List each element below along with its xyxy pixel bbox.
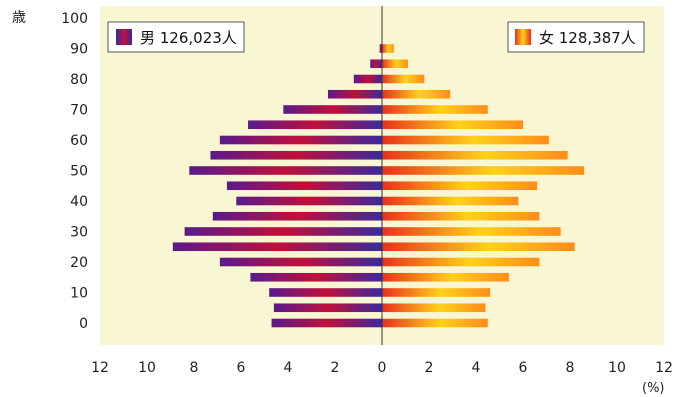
- bar-male-80-84: [353, 74, 382, 84]
- bar-female-50-54: [382, 166, 585, 175]
- bar-female-10-14: [382, 288, 491, 297]
- x-tick-label: 6: [519, 360, 528, 376]
- y-tick-label: 0: [79, 316, 88, 332]
- x-tick-label: 0: [378, 360, 387, 376]
- bar-female-60-64: [382, 135, 549, 145]
- legend-male-swatch: [116, 29, 132, 45]
- bar-female-85-89: [382, 59, 408, 69]
- x-tick-label: 6: [237, 360, 246, 376]
- bar-male-70-74: [283, 105, 382, 114]
- legend-male: 男 126,023人: [107, 21, 245, 53]
- x-tick-label: 8: [566, 360, 575, 376]
- bar-male-75-79: [327, 89, 382, 99]
- bar-female-30-34: [382, 227, 561, 236]
- x-tick-label: 10: [608, 360, 626, 376]
- y-tick-label: 100: [61, 11, 88, 27]
- y-tick-label: 60: [70, 133, 88, 149]
- bar-male-5-9: [273, 303, 382, 313]
- bars-group: [172, 44, 585, 328]
- bar-female-20-24: [382, 257, 540, 267]
- x-tick-label: 4: [284, 360, 293, 376]
- x-tick-label: 2: [425, 360, 434, 376]
- y-tick-label: 80: [70, 72, 88, 88]
- x-tick-label: 4: [472, 360, 481, 376]
- x-axis-ticks: 12 10 8 6 4 2 0 2 4 6 8 10 12: [91, 360, 673, 376]
- x-unit-label: (%): [642, 381, 665, 396]
- bar-male-0-4: [271, 318, 382, 328]
- y-unit-label: 歳: [12, 10, 26, 26]
- y-axis-ticks: 0 10 20 30 40 50 60 70 80 90 100: [61, 11, 88, 332]
- bar-female-40-44: [382, 196, 519, 206]
- legend-female-swatch: [515, 29, 531, 45]
- y-tick-label: 10: [70, 286, 88, 302]
- bar-male-30-34: [184, 227, 382, 236]
- bar-male-60-64: [219, 135, 382, 145]
- bar-female-5-9: [382, 303, 486, 313]
- bar-female-25-29: [382, 242, 575, 252]
- bar-female-0-4: [382, 318, 488, 328]
- bar-female-65-69: [382, 120, 523, 130]
- y-tick-label: 20: [70, 255, 88, 271]
- y-tick-label: 90: [70, 42, 88, 58]
- legend-female-label: 女 128,387人: [539, 29, 636, 47]
- bar-male-50-54: [189, 166, 382, 175]
- legend-female: 女 128,387人: [507, 21, 645, 53]
- bar-male-40-44: [236, 196, 382, 206]
- bar-male-65-69: [248, 120, 382, 130]
- bar-male-90+: [379, 44, 382, 53]
- bar-female-80-84: [382, 74, 425, 84]
- bar-male-55-59: [210, 150, 382, 160]
- bar-female-90+: [382, 44, 394, 53]
- y-tick-label: 70: [70, 103, 88, 119]
- y-tick-label: 30: [70, 225, 88, 241]
- bar-male-15-19: [250, 272, 382, 282]
- bar-male-20-24: [219, 257, 382, 267]
- bar-male-25-29: [172, 242, 382, 252]
- bar-male-45-49: [226, 181, 382, 191]
- x-tick-label: 8: [190, 360, 199, 376]
- bar-female-45-49: [382, 181, 538, 191]
- bar-female-15-19: [382, 272, 509, 282]
- bar-female-55-59: [382, 150, 568, 160]
- x-tick-label: 12: [91, 360, 109, 376]
- x-tick-label: 2: [331, 360, 340, 376]
- bar-male-85-89: [370, 59, 382, 69]
- y-tick-label: 40: [70, 194, 88, 210]
- bar-female-75-79: [382, 89, 451, 99]
- bar-male-10-14: [269, 288, 382, 297]
- legend-male-label: 男 126,023人: [140, 29, 237, 47]
- x-tick-label: 12: [655, 360, 673, 376]
- bar-female-35-39: [382, 211, 540, 221]
- bar-male-35-39: [212, 211, 382, 221]
- bar-female-70-74: [382, 105, 488, 114]
- x-tick-label: 10: [138, 360, 156, 376]
- y-tick-label: 50: [70, 164, 88, 180]
